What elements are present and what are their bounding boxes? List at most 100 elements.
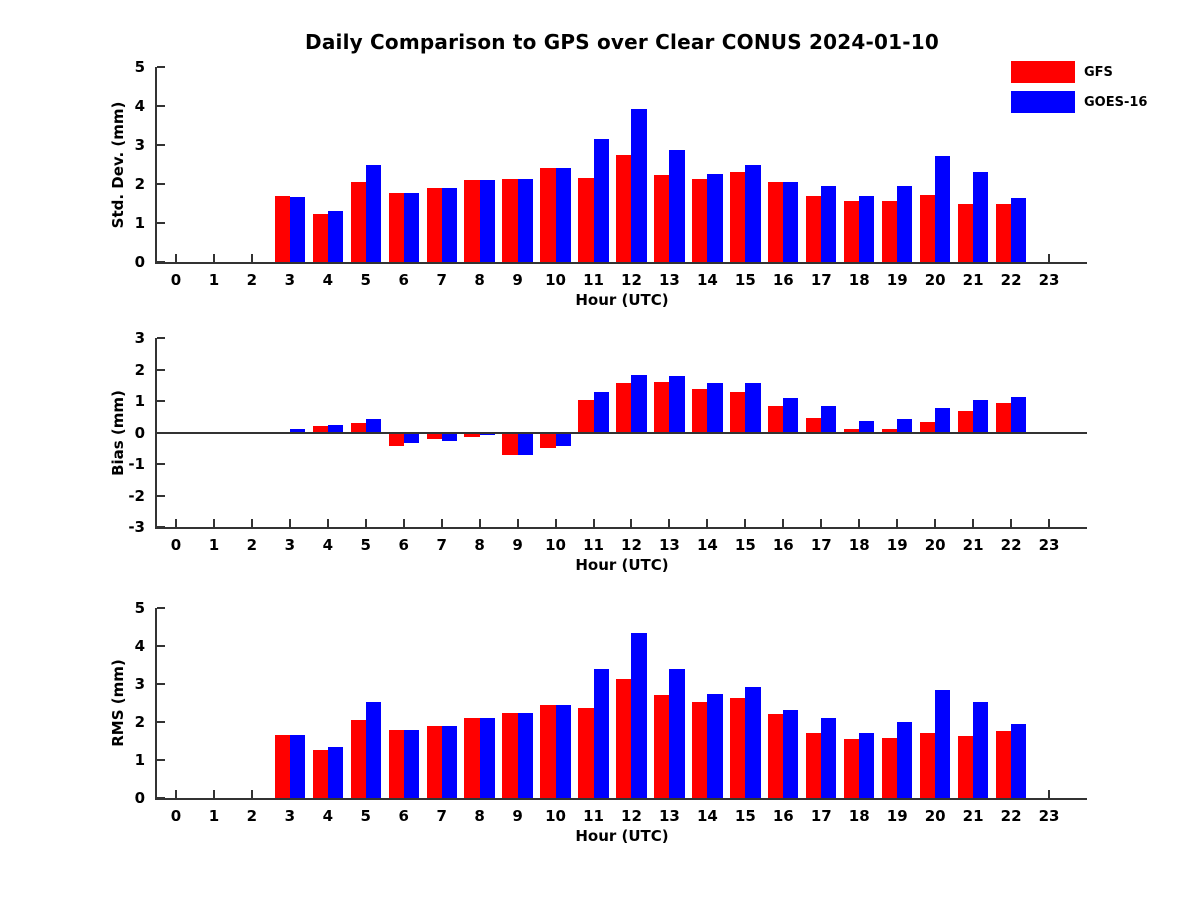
y-tick-label: 2	[134, 175, 145, 193]
chart-title: Daily Comparison to GPS over Clear CONUS…	[305, 30, 939, 54]
y-tick	[157, 337, 165, 339]
y-tick	[157, 261, 165, 263]
bar-goes-16-hour-22	[1011, 397, 1027, 433]
bar-gfs-hour-21	[957, 736, 974, 798]
bar-goes-16-hour-4	[327, 210, 343, 262]
bar-gfs-hour-7	[426, 725, 442, 798]
y-tick	[157, 222, 165, 224]
x-tick-label: 4	[322, 536, 334, 554]
x-tick-label: 0	[170, 271, 182, 289]
x-tick-label: 11	[583, 271, 604, 289]
x-tick-label: 4	[322, 807, 334, 825]
y-tick-label: 5	[134, 599, 145, 617]
x-tick-label: 17	[810, 271, 832, 289]
bar-goes-16-hour-8	[479, 718, 495, 798]
x-tick-label: 16	[772, 536, 794, 554]
bar-goes-16-hour-8	[479, 180, 495, 262]
bar-gfs-hour-19	[882, 737, 898, 798]
x-tick-label: 12	[621, 536, 642, 554]
x-tick-label: 20	[924, 807, 946, 825]
x-tick-label: 18	[848, 807, 870, 825]
x-tick-label: 20	[924, 271, 946, 289]
x-tick	[1048, 254, 1051, 262]
y-axis-spine	[155, 67, 157, 264]
bar-goes-16-hour-18	[859, 196, 875, 262]
bar-goes-16-hour-15	[745, 686, 761, 798]
bar-goes-16-hour-10	[555, 167, 571, 262]
bar-goes-16-hour-7	[441, 432, 457, 441]
legend-label-goes-16: GOES-16	[1084, 94, 1148, 110]
bar-goes-16-hour-14	[707, 383, 723, 433]
legend-swatch-gfs	[1011, 61, 1075, 83]
bar-goes-16-hour-4	[327, 746, 343, 798]
bar-goes-16-hour-6	[403, 192, 419, 262]
x-tick	[174, 254, 177, 262]
x-tick-label: 15	[734, 536, 756, 554]
x-tick	[212, 254, 215, 262]
x-tick	[1048, 790, 1051, 798]
bar-goes-16-hour-20	[935, 690, 951, 798]
y-tick-label: 0	[134, 789, 145, 807]
bar-gfs-hour-12	[616, 679, 632, 798]
x-tick-label: 3	[284, 807, 296, 825]
x-tick-label: 6	[398, 271, 409, 289]
bar-goes-16-hour-12	[631, 374, 647, 433]
y-tick	[157, 607, 165, 609]
x-axis-label: Hour (UTC)	[575, 827, 669, 845]
x-tick-label: 22	[1000, 807, 1022, 825]
x-tick-label: 1	[208, 271, 220, 289]
bar-goes-16-hour-18	[859, 733, 875, 798]
bar-goes-16-hour-19	[897, 418, 913, 433]
x-tick	[1048, 519, 1051, 527]
bar-gfs-hour-3	[274, 735, 290, 798]
bar-gfs-hour-17	[806, 195, 822, 262]
bar-goes-16-hour-15	[745, 165, 761, 262]
x-tick-label: 16	[772, 807, 794, 825]
x-tick-label: 9	[512, 536, 523, 554]
bar-gfs-hour-13	[654, 382, 670, 433]
x-tick	[744, 519, 747, 527]
bar-gfs-hour-5	[350, 423, 366, 433]
x-tick-label: 3	[284, 536, 296, 554]
bar-gfs-hour-9	[502, 178, 518, 262]
bar-gfs-hour-8	[464, 180, 480, 262]
x-tick	[250, 519, 253, 527]
bar-gfs-hour-6	[388, 729, 404, 798]
y-tick-label: 2	[134, 713, 145, 731]
x-tick-label: 4	[322, 271, 334, 289]
bar-gfs-hour-16	[768, 182, 784, 262]
bar-gfs-hour-14	[692, 389, 708, 433]
bar-gfs-hour-11	[578, 177, 594, 262]
x-tick-label: 8	[474, 807, 485, 825]
x-tick-label: 15	[734, 271, 756, 289]
x-tick	[364, 519, 367, 527]
y-axis-spine	[155, 338, 157, 529]
legend-item-goes-16: GOES-16	[1011, 91, 1147, 113]
bar-goes-16-hour-18	[859, 420, 875, 433]
bar-gfs-hour-12	[616, 383, 632, 433]
bar-gfs-hour-5	[350, 719, 366, 798]
bar-goes-16-hour-12	[631, 108, 647, 262]
bar-gfs-hour-22	[995, 731, 1012, 798]
y-tick-label: 1	[134, 392, 145, 410]
x-tick-label: 7	[436, 271, 447, 289]
bar-gfs-hour-6	[388, 192, 404, 262]
x-tick-label: 13	[659, 807, 680, 825]
bar-gfs-hour-4	[312, 214, 328, 262]
x-tick	[820, 519, 823, 527]
y-tick	[157, 683, 165, 685]
y-tick	[157, 144, 165, 146]
bar-goes-16-hour-13	[669, 668, 685, 798]
bar-gfs-hour-5	[350, 182, 366, 262]
x-tick-label: 16	[772, 271, 794, 289]
x-tick	[478, 519, 481, 527]
y-tick-label: 0	[134, 253, 145, 271]
x-tick-label: 7	[436, 536, 447, 554]
bar-gfs-hour-20	[919, 194, 936, 262]
x-tick-label: 20	[924, 536, 946, 554]
x-tick	[212, 519, 215, 527]
bar-goes-16-hour-11	[593, 668, 609, 798]
y-tick-label: 3	[134, 136, 145, 154]
y-tick-label: 0	[134, 423, 145, 442]
